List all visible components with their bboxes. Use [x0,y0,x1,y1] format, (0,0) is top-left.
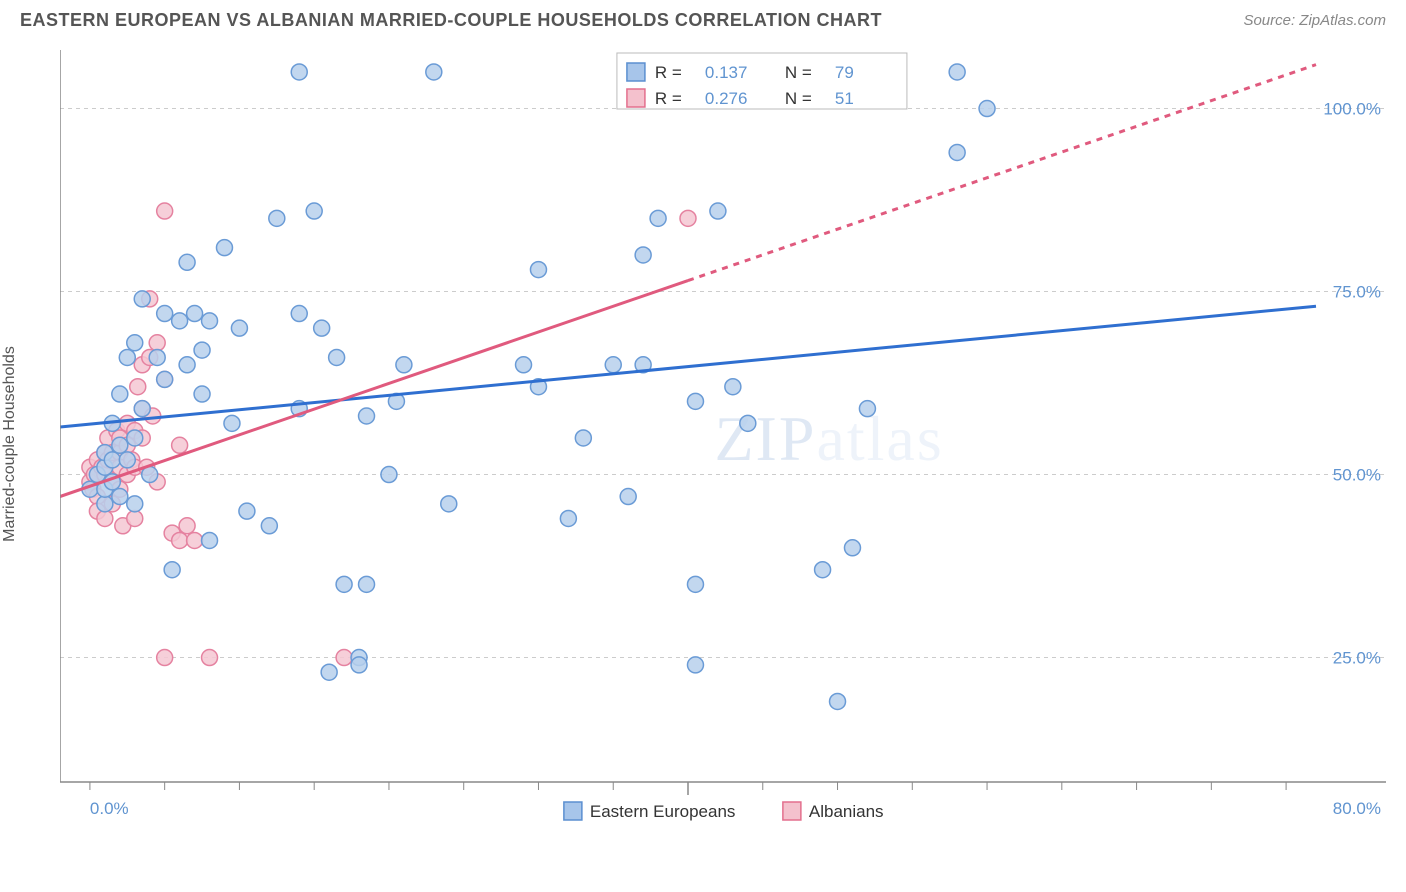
svg-text:Albanians: Albanians [809,802,884,821]
svg-text:Eastern Europeans: Eastern Europeans [590,802,736,821]
svg-text:N =: N = [785,63,812,82]
svg-text:80.0%: 80.0% [1333,799,1381,818]
svg-text:25.0%: 25.0% [1333,649,1381,668]
svg-text:50.0%: 50.0% [1333,466,1381,485]
svg-text:ZIPatlas: ZIPatlas [714,403,943,474]
svg-text:100.0%: 100.0% [1323,100,1381,119]
source-attribution: Source: ZipAtlas.com [1243,12,1386,29]
svg-text:0.0%: 0.0% [90,799,129,818]
chart-title: EASTERN EUROPEAN VS ALBANIAN MARRIED-COU… [20,10,882,31]
svg-text:51: 51 [835,89,854,108]
svg-text:79: 79 [835,63,854,82]
svg-text:N =: N = [785,89,812,108]
y-axis-label: Married-couple Households [1,346,19,542]
svg-text:R =: R = [655,89,682,108]
svg-text:0.137: 0.137 [705,63,748,82]
svg-text:0.276: 0.276 [705,89,748,108]
svg-text:R =: R = [655,63,682,82]
scatter-plot: ZIPatlas 25.0% 50.0% 75.0% 100.0% 0.0% 80.0% R … [60,45,1386,842]
svg-text:75.0%: 75.0% [1333,283,1381,302]
chart-container: Married-couple Households ZIPatlas25.0%5… [20,45,1386,842]
